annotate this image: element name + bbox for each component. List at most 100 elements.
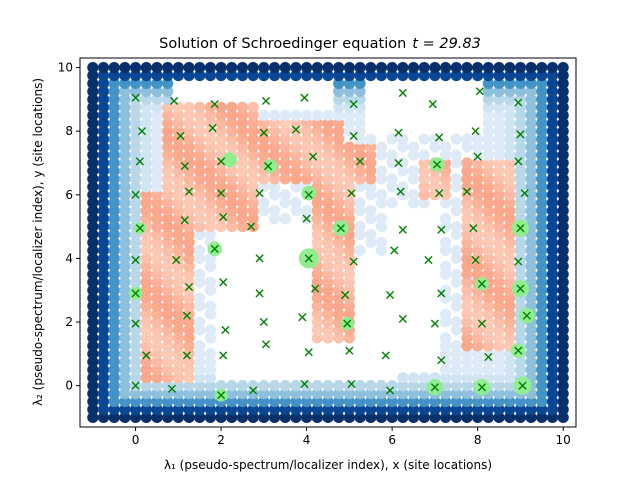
pseudospectrum-dot — [429, 141, 441, 153]
pseudospectrum-dot — [546, 324, 559, 336]
pseudospectrum-dot — [546, 356, 559, 368]
pseudospectrum-dot — [119, 205, 131, 217]
pseudospectrum-dot — [504, 395, 516, 408]
pseudospectrum-dot — [525, 197, 537, 209]
pseudospectrum-dot — [546, 220, 559, 233]
pseudospectrum-dot — [343, 205, 355, 217]
pseudospectrum-dot — [525, 77, 537, 90]
pseudospectrum-dot — [162, 268, 174, 280]
pseudospectrum-dot — [418, 173, 430, 185]
pseudospectrum-dot — [129, 236, 142, 249]
chart-title: Solution of Schroedinger equation t = 29.… — [159, 36, 481, 52]
pseudospectrum-dot — [536, 125, 548, 137]
site-marker — [137, 127, 147, 136]
pseudospectrum-dot — [183, 205, 195, 217]
pseudospectrum-dot — [429, 181, 441, 193]
pseudospectrum-dot — [557, 213, 569, 225]
pseudospectrum-dot — [504, 69, 516, 82]
pseudospectrum-dot — [333, 93, 345, 105]
pseudospectrum-dot — [172, 181, 184, 193]
pseudospectrum-dot — [129, 165, 142, 177]
pseudospectrum-dot — [226, 125, 238, 137]
pseudospectrum-dot — [482, 181, 494, 193]
pseudospectrum-dot — [183, 292, 195, 304]
pseudospectrum-dot — [172, 109, 184, 121]
pseudospectrum-dot — [247, 109, 259, 121]
pseudospectrum-dot — [290, 205, 302, 217]
pseudospectrum-dot — [439, 220, 452, 233]
pseudospectrum-dot — [162, 133, 174, 145]
pseudospectrum-dot — [129, 340, 142, 352]
pseudospectrum-dot — [119, 173, 131, 185]
pseudospectrum-dot — [194, 348, 206, 360]
pseudospectrum-dot — [108, 133, 120, 145]
pseudospectrum-dot — [333, 388, 345, 400]
pseudospectrum-dot — [194, 324, 206, 336]
pseudospectrum-dot — [129, 93, 142, 105]
pseudospectrum-dot — [482, 85, 494, 97]
pseudospectrum-dot — [290, 380, 302, 392]
pseudospectrum-dot — [343, 308, 355, 320]
pseudospectrum-dot — [397, 141, 409, 153]
site-marker — [169, 96, 179, 106]
pseudospectrum-dot — [108, 117, 120, 129]
pseudospectrum-dot — [194, 213, 206, 225]
site-marker — [385, 386, 395, 395]
pseudospectrum-dot — [536, 228, 548, 241]
pseudospectrum-dot — [87, 284, 99, 296]
pseudospectrum-dot — [162, 324, 174, 336]
pseudospectrum-dot — [504, 165, 516, 177]
pseudospectrum-dot — [183, 324, 195, 336]
pseudospectrum-dot — [194, 173, 206, 185]
pseudospectrum-dot — [333, 173, 345, 185]
pseudospectrum-dot — [536, 411, 548, 424]
pseudospectrum-dot — [204, 372, 217, 384]
pseudospectrum-dot — [343, 101, 355, 113]
pseudospectrum-dot — [194, 189, 206, 201]
pseudospectrum-dot — [236, 133, 249, 145]
pseudospectrum-dot — [258, 197, 270, 209]
pseudospectrum-dot — [119, 356, 131, 368]
y-tick-label: 4 — [65, 251, 73, 265]
pseudospectrum-dot — [215, 61, 227, 74]
pseudospectrum-dot — [226, 117, 238, 129]
pseudospectrum-dot — [226, 61, 238, 74]
site-marker — [304, 254, 313, 263]
pseudospectrum-dot — [108, 316, 120, 328]
pseudospectrum-dot — [311, 300, 323, 312]
pseudospectrum-dot — [333, 236, 345, 249]
pseudospectrum-dot — [365, 157, 377, 169]
pseudospectrum-dot — [354, 220, 366, 233]
pseudospectrum-dot — [87, 69, 99, 82]
pseudospectrum-dot — [525, 205, 537, 217]
pseudospectrum-dot — [354, 395, 366, 408]
pseudospectrum-dot — [162, 244, 174, 257]
pseudospectrum-dot — [461, 308, 473, 320]
pseudospectrum-dot — [333, 77, 345, 90]
pseudospectrum-dot — [183, 149, 195, 161]
pseudospectrum-dot — [108, 69, 120, 82]
pseudospectrum-dot — [546, 205, 559, 217]
pseudospectrum-dot — [450, 173, 462, 185]
pseudospectrum-dot — [215, 165, 227, 177]
pseudospectrum-dot — [461, 61, 473, 74]
pseudospectrum-dot — [514, 403, 527, 416]
pseudospectrum-dot — [514, 117, 527, 129]
pseudospectrum-dot — [514, 181, 527, 193]
pseudospectrum-dot — [311, 388, 323, 400]
pseudospectrum-dot — [140, 197, 152, 209]
pseudospectrum-dot — [172, 332, 184, 344]
pseudospectrum-dot — [226, 403, 238, 416]
pseudospectrum-dot — [461, 157, 473, 169]
pseudospectrum-dot — [268, 125, 281, 137]
pseudospectrum-dot — [119, 220, 131, 233]
site-marker — [304, 348, 313, 357]
pseudospectrum-dot — [279, 149, 291, 161]
pseudospectrum-dot — [140, 411, 152, 424]
pseudospectrum-dot — [204, 173, 217, 185]
pseudospectrum-dot — [343, 213, 355, 225]
pseudospectrum-dot — [204, 380, 217, 392]
pseudospectrum-dot — [504, 125, 516, 137]
pseudospectrum-dot — [151, 316, 163, 328]
pseudospectrum-dot — [151, 109, 163, 121]
